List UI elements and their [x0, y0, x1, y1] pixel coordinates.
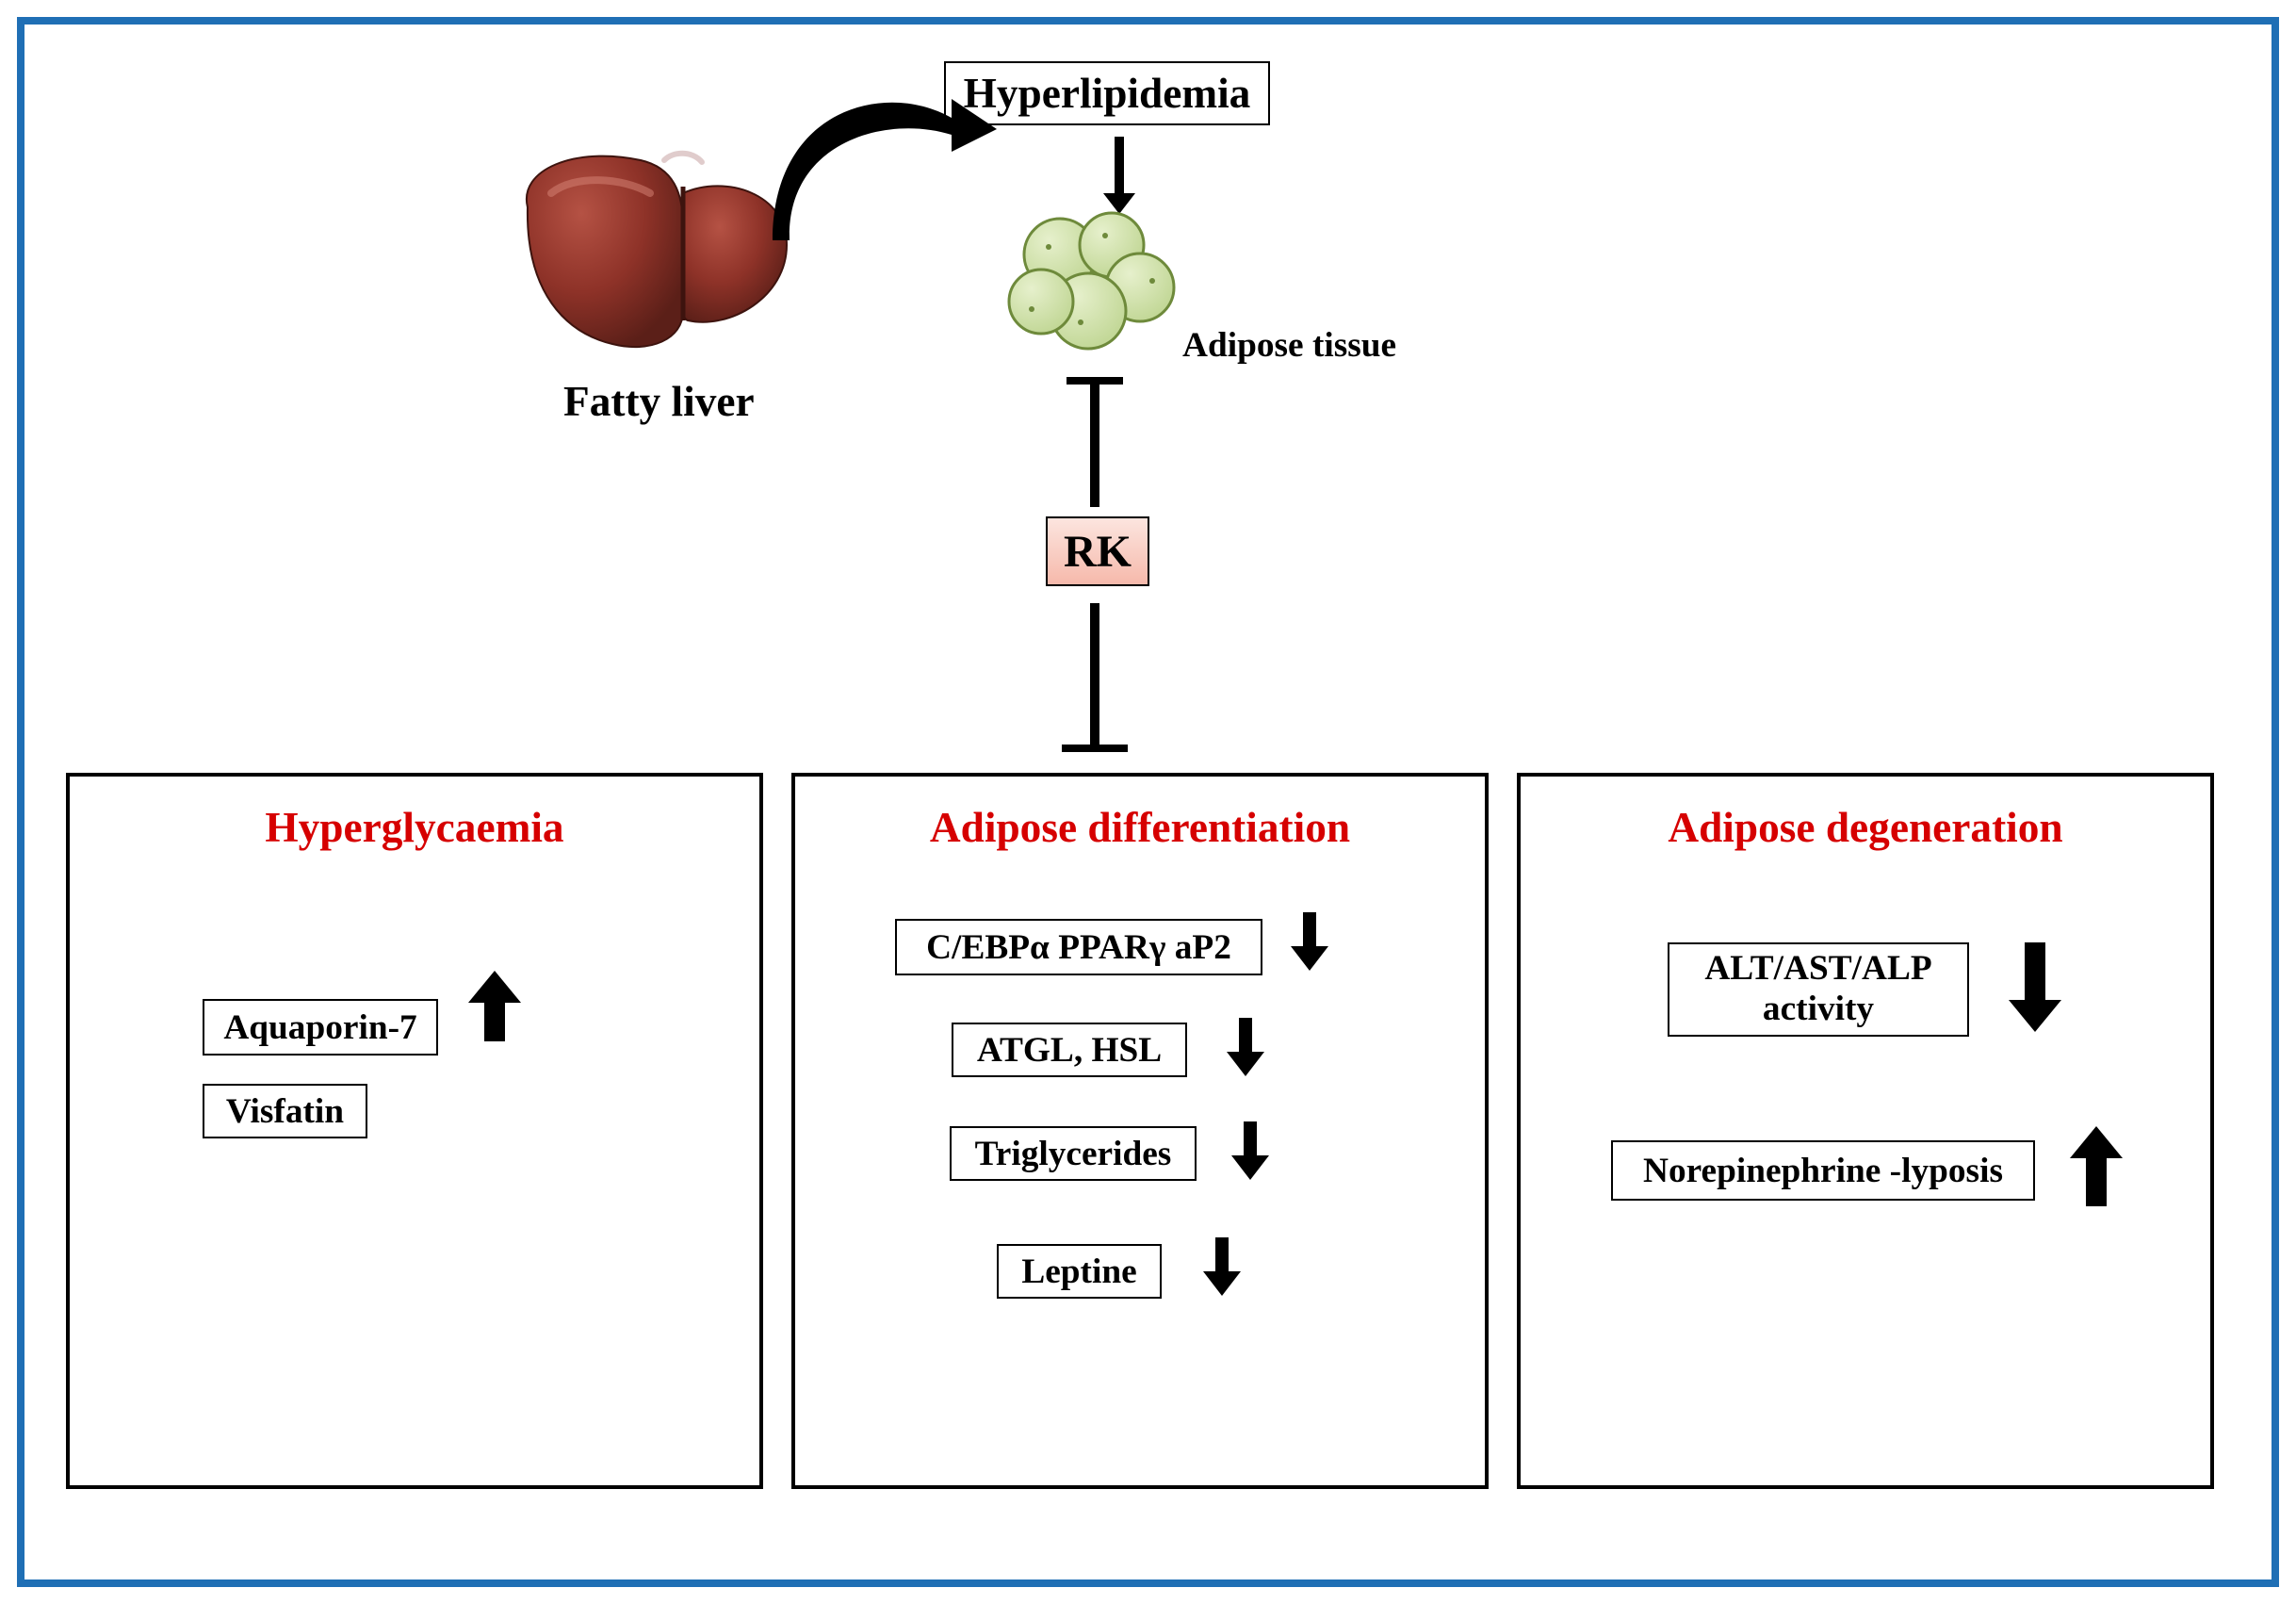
item-box: C/EBPα PPARγ aP2 — [895, 919, 1262, 975]
item-label: ALT/AST/ALP activity — [1677, 949, 1960, 1030]
up-arrow-icon — [466, 971, 523, 1041]
item-label: C/EBPα PPARγ aP2 — [926, 927, 1231, 968]
item-label: Visfatin — [226, 1091, 344, 1132]
item-box: ALT/AST/ALP activity — [1668, 942, 1969, 1037]
item-box: Leptine — [997, 1244, 1162, 1299]
item-label: ATGL, HSL — [977, 1030, 1162, 1071]
item-label: Leptine — [1021, 1252, 1136, 1292]
items-layer: Aquaporin-7 Visfatin C/EBPα PPARγ aP2 ATGL,… — [0, 0, 2296, 1604]
item-label: Norepinephrine -lyposis — [1643, 1151, 2003, 1191]
down-arrow-icon — [1229, 1121, 1271, 1180]
item-box: Norepinephrine -lyposis — [1611, 1140, 2035, 1201]
item-label: Triglycerides — [975, 1134, 1172, 1174]
item-box: Aquaporin-7 — [203, 999, 438, 1056]
item-box: Triglycerides — [950, 1126, 1197, 1181]
down-arrow-icon — [2007, 942, 2063, 1032]
down-arrow-icon — [1201, 1237, 1243, 1296]
up-arrow-icon — [2068, 1126, 2125, 1206]
down-arrow-icon — [1289, 912, 1330, 971]
item-box: ATGL, HSL — [952, 1023, 1187, 1077]
down-arrow-icon — [1225, 1018, 1266, 1076]
item-box: Visfatin — [203, 1084, 367, 1138]
diagram-frame: Hyperlipidemia Fatt — [0, 0, 2296, 1604]
item-label: Aquaporin-7 — [223, 1007, 416, 1048]
